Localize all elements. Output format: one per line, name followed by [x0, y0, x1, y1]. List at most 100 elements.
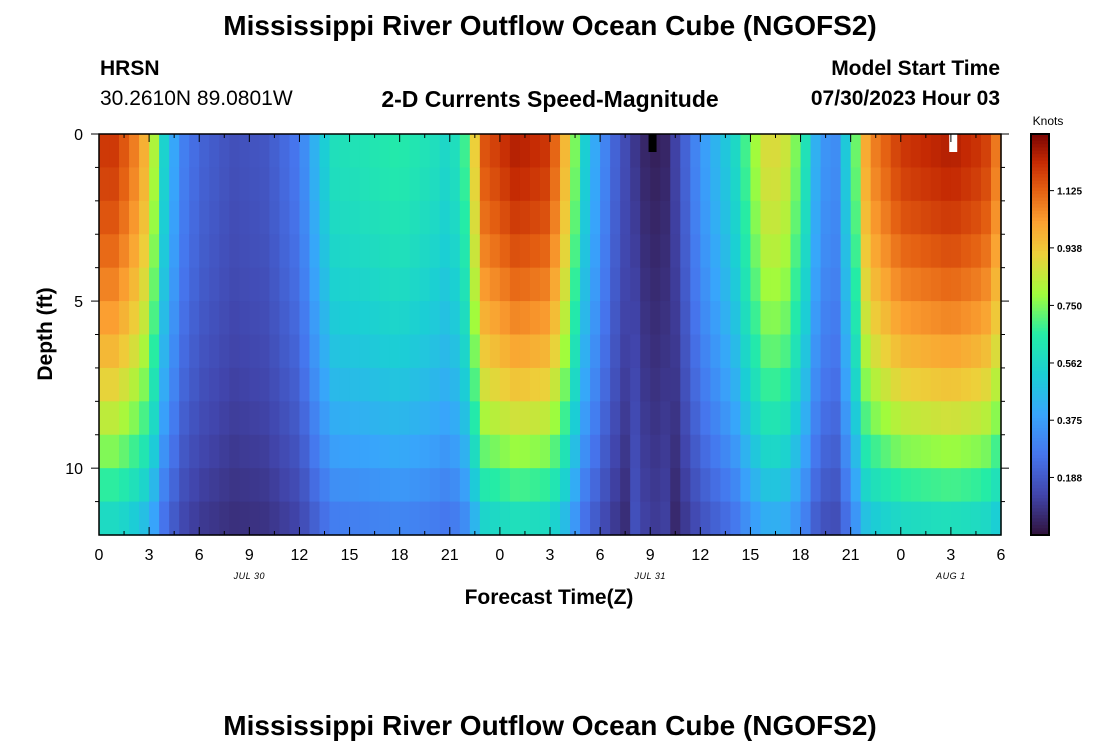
heatmap-cell — [359, 234, 371, 269]
heatmap-cell — [209, 167, 220, 202]
heatmap-cell — [710, 301, 721, 336]
heatmap-cell — [409, 434, 421, 469]
heatmap-cell — [650, 301, 661, 336]
colorbar-tick-label: 0.938 — [1057, 244, 1082, 255]
heatmap-chart: 0 3 6 9 12 15 18 21 0 3 6 9 12 15 18 21 0 3 6 JUL 30 JUL 31 A… — [34, 114, 1082, 609]
heatmap-cell — [780, 134, 792, 169]
heatmap-cell — [299, 334, 311, 369]
heatmap-cell — [259, 401, 270, 436]
heatmap-cell — [820, 334, 832, 369]
heatmap-cell — [580, 267, 591, 302]
heatmap-cell — [850, 134, 862, 169]
heatmap-cell — [940, 134, 952, 169]
heatmap-cell — [179, 367, 190, 402]
colorbar-band — [1031, 237, 1049, 242]
heatmap-cell — [950, 301, 962, 336]
heatmap-cell — [209, 234, 220, 269]
heatmap-cell — [519, 134, 531, 169]
heatmap-cell — [349, 434, 361, 469]
heatmap-cell — [509, 334, 521, 369]
heatmap-cell — [610, 334, 621, 369]
heatmap-cell — [229, 401, 240, 436]
heatmap-cell — [119, 468, 130, 503]
heatmap-cell — [459, 167, 471, 202]
heatmap-cell — [269, 134, 280, 169]
heatmap-cell — [960, 334, 972, 369]
heatmap-cell — [650, 501, 661, 536]
heatmap-cell — [660, 234, 671, 269]
heatmap-cell — [690, 134, 701, 169]
heatmap-cell — [570, 234, 581, 269]
heatmap-cell — [810, 434, 822, 469]
colorbar-band — [1031, 347, 1049, 352]
heatmap-cell — [119, 200, 130, 235]
heatmap-cell — [790, 267, 802, 302]
colorbar-band — [1031, 291, 1049, 295]
heatmap-cell — [339, 134, 351, 169]
heatmap-cell — [990, 234, 1002, 269]
heatmap-cell — [249, 301, 260, 336]
heatmap-cell — [700, 200, 711, 235]
heatmap-cell — [149, 468, 160, 503]
heatmap-cell — [920, 234, 932, 269]
heatmap-cell — [740, 334, 752, 369]
heatmap-cell — [770, 434, 782, 469]
heatmap-cell — [970, 468, 982, 503]
heatmap-cell — [550, 167, 561, 202]
colorbar-band — [1031, 311, 1049, 316]
heatmap-cell — [870, 234, 882, 269]
heatmap-cell — [469, 167, 481, 202]
heatmap-cell — [780, 434, 792, 469]
heatmap-cell — [249, 334, 260, 369]
heatmap-cell — [369, 468, 381, 503]
heatmap-cell — [429, 501, 441, 536]
heatmap-cell — [289, 401, 301, 436]
heatmap-cell — [610, 501, 621, 536]
heatmap-cell — [359, 367, 371, 402]
heatmap-cell — [910, 501, 922, 536]
heatmap-cell — [359, 401, 371, 436]
y-tick-label: 10 — [65, 461, 83, 478]
heatmap-cell — [620, 367, 631, 402]
colorbar-band — [1031, 491, 1049, 496]
heatmap-cell — [780, 167, 792, 202]
heatmap-cell — [960, 200, 972, 235]
heatmap-cell — [389, 334, 401, 369]
heatmap-cell — [419, 367, 431, 402]
heatmap-cell — [590, 167, 601, 202]
heatmap-cell — [770, 167, 782, 202]
heatmap-cell — [890, 134, 902, 169]
heatmap-cell — [409, 234, 421, 269]
heatmap-cell — [389, 401, 401, 436]
heatmap-cell — [229, 267, 240, 302]
heatmap-cell — [700, 167, 711, 202]
heatmap-cell — [289, 267, 301, 302]
heatmap-cell — [960, 167, 972, 202]
heatmap-cell — [169, 434, 180, 469]
heatmap-cell — [449, 468, 461, 503]
colorbar-band — [1031, 207, 1049, 212]
heatmap-cell — [469, 401, 481, 436]
heatmap-cell — [880, 501, 892, 536]
heatmap-cell — [990, 367, 1002, 402]
colorbar-band — [1031, 250, 1049, 255]
heatmap-cell — [379, 468, 391, 503]
heatmap-cell — [620, 301, 631, 336]
heatmap-cell — [670, 501, 681, 536]
heatmap-cell — [229, 468, 240, 503]
heatmap-cell — [279, 501, 291, 536]
heatmap-cell — [529, 200, 541, 235]
heatmap-cell — [129, 367, 140, 402]
heatmap-cell — [229, 367, 240, 402]
heatmap-cell — [560, 401, 571, 436]
heatmap-cell — [840, 167, 852, 202]
heatmap-cell — [720, 334, 731, 369]
heatmap-cell — [499, 401, 511, 436]
heatmap-cell — [570, 134, 581, 169]
heatmap-cell — [529, 267, 541, 302]
colorbar-band — [1031, 200, 1049, 205]
heatmap-cell — [209, 367, 220, 402]
heatmap-cell — [329, 134, 341, 169]
colorbar-band — [1031, 441, 1049, 446]
heatmap-cell — [930, 434, 942, 469]
